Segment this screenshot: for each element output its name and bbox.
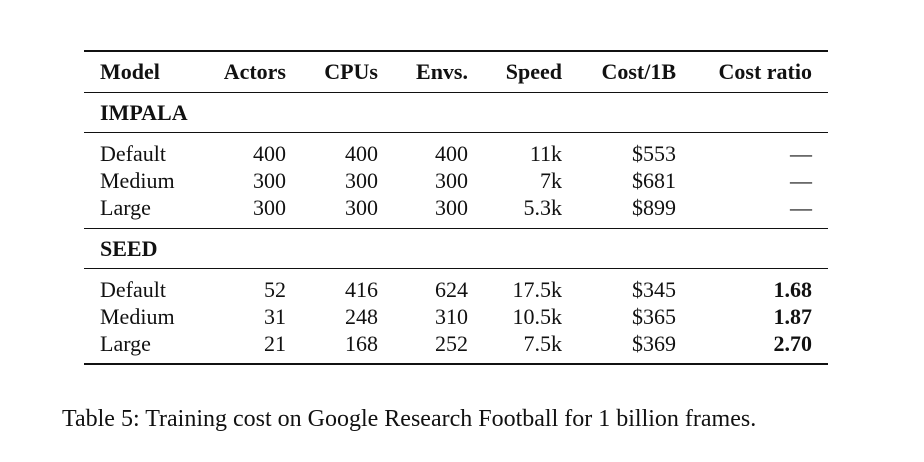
header-actors: Actors — [223, 59, 286, 84]
group-label-seed: SEED — [100, 236, 158, 261]
cell-cost-ratio: 1.87 — [773, 304, 813, 329]
impala-group-rule — [84, 132, 828, 133]
header-speed: Speed — [505, 59, 562, 84]
cell-model: Default — [100, 141, 166, 166]
cell-actors: 300 — [253, 168, 286, 193]
cell-cpus: 400 — [345, 141, 378, 166]
cell-actors: 21 — [264, 331, 286, 356]
cell-speed: 7k — [540, 168, 562, 193]
cell-actors: 52 — [264, 277, 286, 302]
seed-group-rule — [84, 268, 828, 269]
table-bottom-rule — [84, 363, 828, 365]
cell-envs: 400 — [435, 141, 468, 166]
seed-top-rule — [84, 228, 828, 229]
cell-cost-ratio: — — [790, 195, 812, 220]
table-caption: Table 5: Training cost on Google Researc… — [62, 406, 757, 432]
cell-cost: $369 — [632, 331, 676, 356]
cell-envs: 310 — [435, 304, 468, 329]
header-cpus: CPUs — [324, 59, 378, 84]
cell-cpus: 300 — [345, 168, 378, 193]
cell-speed: 17.5k — [512, 277, 563, 302]
header-model: Model — [100, 59, 160, 84]
cell-envs: 300 — [435, 168, 468, 193]
header-cost: Cost/1B — [601, 59, 676, 84]
cell-speed: 11k — [529, 141, 562, 166]
cell-actors: 400 — [253, 141, 286, 166]
cell-cost: $365 — [632, 304, 676, 329]
cell-model: Large — [100, 331, 151, 356]
group-label-impala: IMPALA — [100, 100, 188, 125]
cell-actors: 300 — [253, 195, 286, 220]
cell-model: Default — [100, 277, 166, 302]
cell-model: Medium — [100, 304, 175, 329]
cell-model: Medium — [100, 168, 175, 193]
cell-envs: 624 — [435, 277, 468, 302]
cell-cpus: 248 — [345, 304, 378, 329]
cell-actors: 31 — [264, 304, 286, 329]
cell-speed: 5.3k — [523, 195, 563, 220]
cell-cpus: 300 — [345, 195, 378, 220]
cell-model: Large — [100, 195, 151, 220]
table-top-rule — [84, 50, 828, 52]
cell-cost: $553 — [632, 141, 676, 166]
cell-envs: 252 — [435, 331, 468, 356]
cell-speed: 10.5k — [512, 304, 563, 329]
cell-cost: $681 — [632, 168, 676, 193]
cell-cost: $899 — [632, 195, 676, 220]
cell-cost: $345 — [632, 277, 676, 302]
cell-cpus: 168 — [345, 331, 378, 356]
cell-envs: 300 — [435, 195, 468, 220]
header-envs: Envs. — [416, 59, 468, 84]
cell-cost-ratio: 2.70 — [773, 331, 813, 356]
cell-cost-ratio: — — [790, 141, 812, 166]
cell-cost-ratio: — — [790, 168, 812, 193]
header-cost-ratio: Cost ratio — [718, 59, 812, 84]
cell-speed: 7.5k — [523, 331, 563, 356]
header-bottom-rule — [84, 92, 828, 93]
cell-cost-ratio: 1.68 — [773, 277, 813, 302]
cell-cpus: 416 — [345, 277, 378, 302]
